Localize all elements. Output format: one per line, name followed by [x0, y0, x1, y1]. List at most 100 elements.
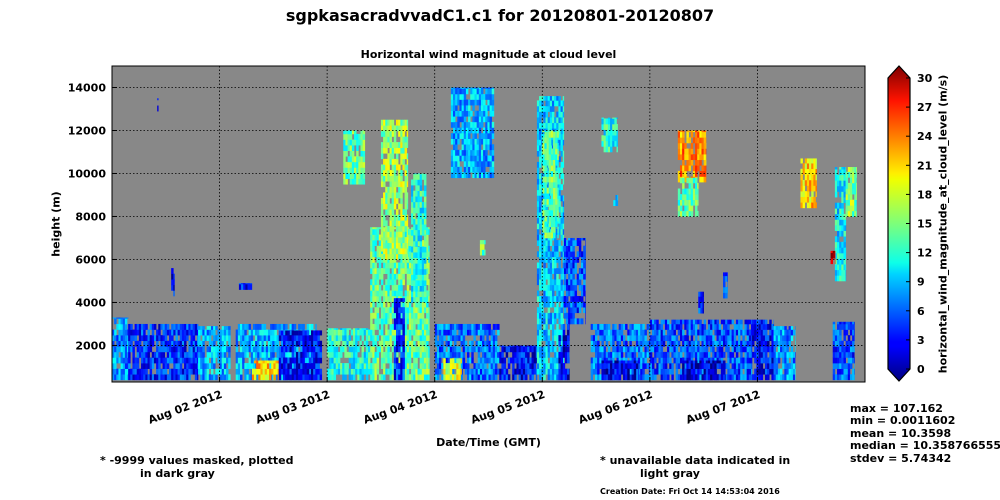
wind-cell: [362, 161, 366, 168]
wind-cell: [544, 137, 547, 144]
wind-cell: [705, 340, 709, 347]
wind-cell: [671, 374, 674, 381]
wind-cell: [545, 368, 548, 375]
wind-cell: [572, 262, 575, 269]
wind-cell: [550, 170, 554, 177]
wind-cell: [404, 312, 408, 319]
wind-cell: [213, 340, 216, 347]
wind-cell: [567, 335, 570, 342]
wind-cell: [415, 363, 418, 369]
wind-cell: [252, 351, 256, 358]
wind-cell: [426, 227, 429, 230]
wind-cell: [335, 368, 339, 375]
wind-cell: [507, 346, 511, 353]
wind-cell: [365, 335, 369, 342]
wind-cell: [175, 374, 178, 381]
wind-cell: [746, 323, 750, 330]
wind-cell: [298, 340, 301, 347]
wind-cell: [748, 374, 752, 381]
wind-cell: [585, 251, 586, 258]
wind-cell: [248, 374, 252, 381]
wind-cell: [565, 251, 569, 258]
wind-cell: [539, 195, 542, 202]
wind-cell: [267, 340, 271, 347]
wind-cell: [333, 329, 337, 336]
wind-cell: [549, 105, 553, 112]
wind-cell: [720, 351, 724, 358]
wind-cell: [237, 335, 241, 342]
wind-cell: [335, 351, 339, 358]
wind-cell: [684, 363, 687, 369]
wind-cell: [574, 318, 578, 325]
wind-cell: [274, 357, 277, 364]
wind-cell: [413, 218, 416, 225]
wind-cell: [385, 284, 388, 291]
wind-cell: [291, 340, 295, 347]
wind-cell: [545, 301, 548, 308]
wind-cell: [374, 323, 377, 330]
wind-cell: [351, 178, 355, 185]
wind-cell: [536, 150, 540, 157]
wind-cell: [570, 268, 573, 274]
wind-cell: [362, 156, 366, 163]
wind-cell: [262, 374, 266, 381]
wind-cell: [688, 346, 692, 353]
wind-cell: [243, 283, 246, 290]
wind-cell: [487, 116, 490, 123]
wind-cell: [703, 323, 707, 330]
wind-cell: [449, 335, 453, 342]
wind-cell: [402, 279, 405, 286]
wind-cell: [116, 351, 119, 358]
wind-cell: [428, 318, 430, 325]
wind-cell: [376, 251, 380, 258]
wind-cell: [391, 329, 395, 336]
wind-cell: [114, 351, 117, 358]
wind-cell: [536, 240, 540, 247]
wind-cell: [595, 363, 598, 369]
wind-cell: [471, 374, 474, 381]
wind-cell: [547, 329, 551, 336]
wind-cell: [329, 329, 332, 336]
wind-cell: [465, 138, 469, 145]
wind-cell: [553, 215, 556, 222]
wind-cell: [118, 340, 121, 347]
wind-cell: [487, 155, 490, 162]
wind-cell: [750, 374, 753, 381]
wind-cell: [387, 335, 390, 342]
wind-cell: [499, 368, 502, 375]
wind-cell: [629, 335, 632, 342]
wind-cell: [605, 360, 609, 364]
wind-cell: [391, 284, 395, 291]
wind-cell: [549, 122, 553, 129]
wind-cell: [646, 323, 650, 330]
wind-cell: [240, 335, 243, 342]
wind-cell: [169, 374, 172, 381]
wind-cell: [393, 237, 397, 243]
wind-cell: [543, 96, 546, 101]
wind-cell: [545, 240, 548, 247]
wind-cell: [607, 329, 611, 336]
wind-cell: [202, 374, 205, 381]
wind-cell: [703, 374, 707, 381]
wind-cell: [304, 357, 307, 364]
wind-cell: [578, 318, 582, 325]
wind-cell: [684, 142, 687, 149]
wind-cell: [622, 374, 626, 381]
wind-cell: [543, 374, 546, 381]
wind-cell: [114, 346, 117, 353]
wind-cell: [622, 363, 626, 369]
wind-cell: [406, 374, 410, 381]
wind-cell: [391, 253, 395, 260]
wind-cell: [406, 242, 409, 249]
wind-cell: [393, 351, 397, 358]
wind-cell: [746, 363, 750, 369]
wind-cell: [720, 363, 724, 369]
wind-cell: [491, 105, 495, 112]
wind-cell: [557, 215, 559, 222]
wind-cell: [562, 96, 565, 101]
wind-cell: [383, 301, 386, 308]
wind-cell: [536, 335, 540, 342]
wind-cell: [545, 117, 548, 124]
wind-cell: [545, 206, 548, 213]
wind-cell: [705, 351, 709, 358]
